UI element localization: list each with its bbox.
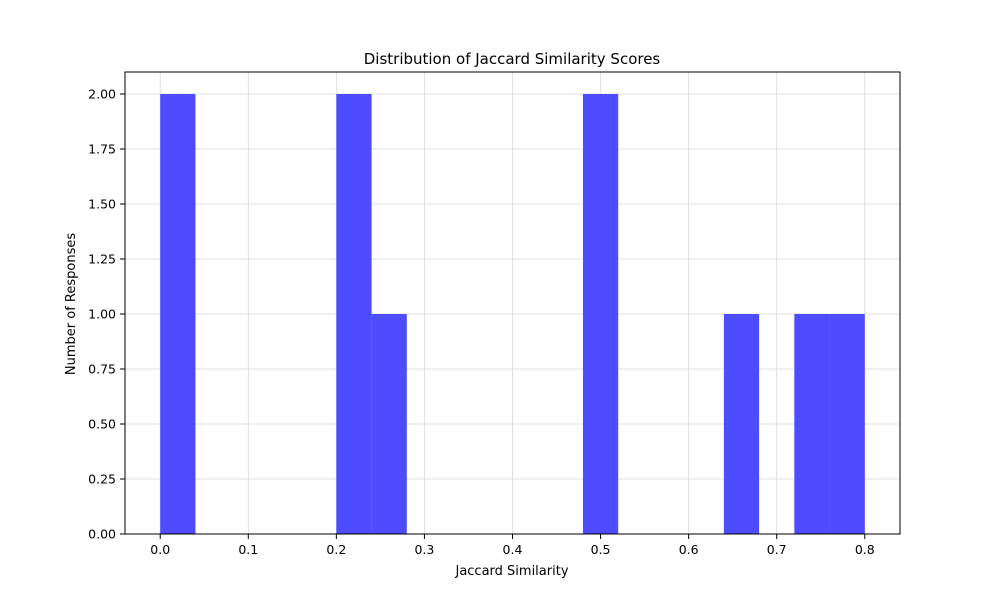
- histogram-bar: [794, 314, 830, 534]
- axis-ticks: 0.0 0.1 0.2 0.3 0.4 0.5 0.6 0.7 0.8 0.00 0.25 0.50 0…: [88, 87, 875, 558]
- chart-title: Distribution of Jaccard Similarity Score…: [364, 50, 661, 68]
- y-tick-label: 1.00: [88, 307, 116, 322]
- x-axis-label: Jaccard Similarity: [454, 564, 568, 579]
- x-tick-label: 0.8: [855, 542, 875, 557]
- y-tick-label: 0.25: [88, 472, 116, 487]
- histogram-bars: [160, 94, 865, 534]
- plot-area-frame: [124, 71, 901, 535]
- histogram-bar: [160, 94, 196, 534]
- y-tick-label: 1.75: [88, 142, 116, 157]
- y-tick-label: 0.75: [88, 362, 116, 377]
- y-tick-label: 0.00: [88, 527, 116, 542]
- x-tick-label: 0.7: [767, 542, 787, 557]
- x-tick-label: 0.4: [503, 542, 523, 557]
- x-tick-label: 0.2: [326, 542, 346, 557]
- y-tick-label: 1.50: [88, 197, 116, 212]
- x-tick-label: 0.3: [414, 542, 434, 557]
- histogram-bar: [336, 94, 372, 534]
- x-tick-label: 0.5: [591, 542, 611, 557]
- y-tick-label: 1.25: [88, 252, 116, 267]
- histogram-bar: [829, 314, 865, 534]
- histogram-bar: [371, 314, 407, 534]
- x-tick-label: 0.6: [679, 542, 699, 557]
- x-tick-label: 0.1: [238, 542, 258, 557]
- y-axis-label: Number of Responses: [64, 233, 79, 375]
- histogram-bar: [723, 314, 760, 534]
- y-tick-label: 0.50: [88, 417, 116, 432]
- y-tick-label: 2.00: [88, 87, 116, 102]
- x-tick-label: 0.0: [150, 542, 170, 557]
- histogram-bar: [582, 94, 619, 534]
